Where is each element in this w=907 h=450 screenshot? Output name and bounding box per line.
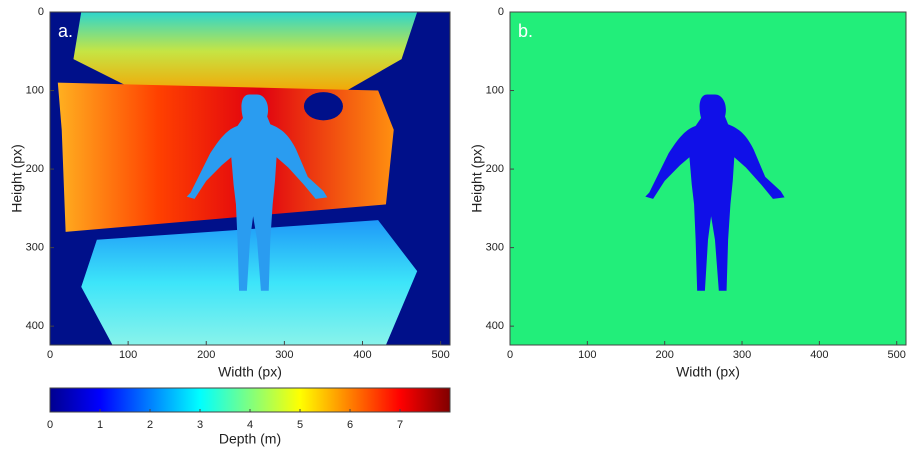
panel-label: a. [58,21,73,41]
colorbar-tick-label: 1 [97,419,103,431]
y-tick-label: 200 [486,163,504,175]
colorbar-tick-label: 4 [247,419,253,431]
colorbar-label: Depth (m) [219,431,281,447]
colorbar-tick-label: 6 [347,419,353,431]
x-axis-label: Width (px) [676,364,740,380]
x-tick-label: 200 [656,349,674,361]
x-tick-label: 300 [275,349,293,361]
x-tick-label: 500 [888,349,906,361]
colorbar-tick-label: 7 [397,419,403,431]
y-tick-label: 200 [26,163,44,175]
floor [81,220,418,345]
colorbar-tick-label: 3 [197,419,203,431]
scene [57,12,418,345]
panel-label: b. [518,21,533,41]
x-tick-label: 500 [431,349,449,361]
colorbar-tick-label: 5 [297,419,303,431]
x-axis-label: Width (px) [218,364,282,380]
y-tick-label: 0 [38,6,44,18]
y-tick-label: 100 [26,84,44,96]
image [50,12,450,345]
x-tick-label: 400 [810,349,828,361]
x-tick-label: 300 [733,349,751,361]
colorbar-tick-label: 2 [147,419,153,431]
shadow [303,92,343,121]
y-axis-label: Height (px) [469,144,485,212]
image [510,12,906,345]
x-tick-label: 100 [578,349,596,361]
colorbar [49,387,451,413]
x-tick-label: 400 [353,349,371,361]
frame [49,11,451,346]
y-tick-label: 400 [26,320,44,332]
y-axis-label: Height (px) [9,144,25,212]
y-tick-label: 300 [26,242,44,254]
x-tick-label: 0 [507,349,513,361]
y-tick-label: 0 [498,6,504,18]
ceiling [73,12,418,91]
colorbar-tick-label: 0 [47,419,53,431]
y-tick-label: 100 [486,84,504,96]
x-tick-label: 200 [197,349,215,361]
x-tick-label: 0 [47,349,53,361]
frame [509,11,907,346]
y-tick-label: 300 [486,242,504,254]
y-tick-label: 400 [486,320,504,332]
x-tick-label: 100 [119,349,137,361]
